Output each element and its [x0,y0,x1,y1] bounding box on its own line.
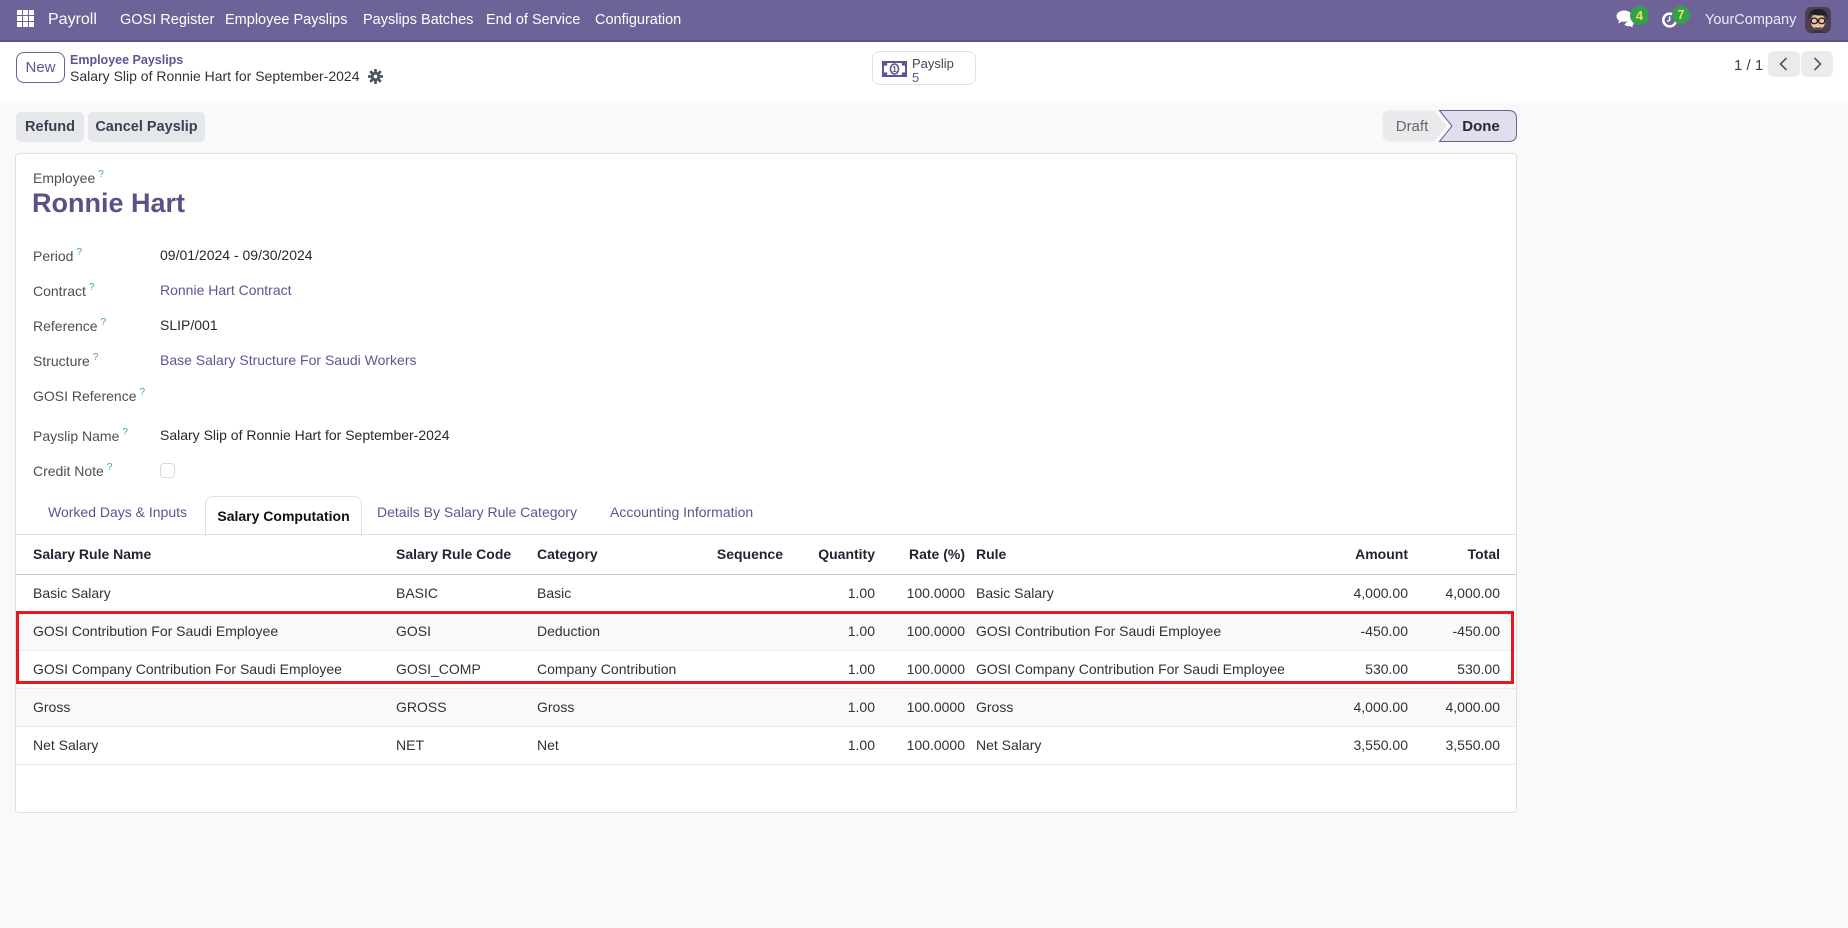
svg-text:1: 1 [892,65,897,74]
svg-text:Done: Done [1462,118,1500,135]
svg-text:Draft: Draft [1396,118,1429,135]
